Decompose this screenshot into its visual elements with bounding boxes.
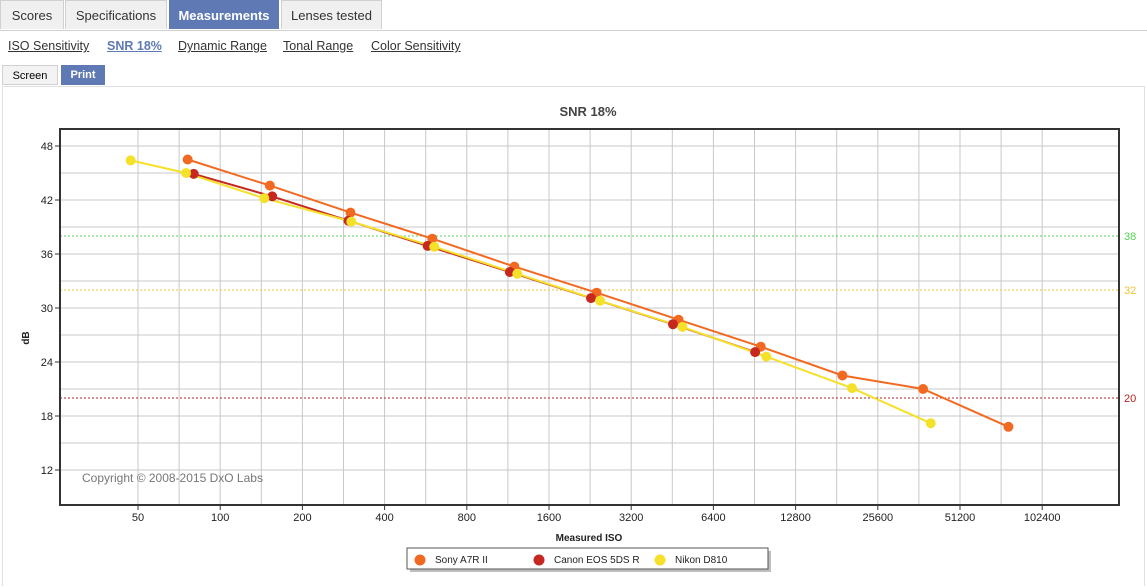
legend-marker xyxy=(414,554,426,566)
data-point xyxy=(429,241,440,252)
x-tick-label: 25600 xyxy=(863,512,894,524)
copyright-notice: Copyright © 2008-2015 DxO Labs xyxy=(82,471,263,485)
data-point xyxy=(188,168,199,179)
chart-title: SNR 18% xyxy=(559,104,617,119)
tab-scores[interactable]: Scores xyxy=(0,0,64,29)
data-point xyxy=(512,268,523,279)
data-point xyxy=(750,347,761,358)
y-tick-label: 42 xyxy=(41,195,53,207)
plot-frame xyxy=(59,128,1120,506)
data-point xyxy=(586,293,597,304)
data-point xyxy=(182,154,193,165)
x-tick-label: 200 xyxy=(293,512,311,524)
subnav-iso-sensitivity[interactable]: ISO Sensitivity xyxy=(8,39,90,53)
x-tick-label: 100 xyxy=(211,512,229,524)
data-point xyxy=(595,295,606,306)
chart-container xyxy=(2,86,1145,586)
y-tick-label: 12 xyxy=(41,465,53,477)
x-tick-label: 400 xyxy=(375,512,393,524)
x-tick-label: 6400 xyxy=(701,512,725,524)
tab-bar: Scores Specifications Measurements Lense… xyxy=(0,0,1147,31)
subnav-dynamic-range[interactable]: Dynamic Range xyxy=(178,39,267,53)
data-point xyxy=(667,319,678,330)
data-point xyxy=(847,383,858,394)
y-tick-label: 24 xyxy=(41,357,53,369)
data-point xyxy=(125,155,136,166)
reference-line-label: 20 xyxy=(1124,393,1136,405)
subnav-snr-18[interactable]: SNR 18% xyxy=(107,39,162,53)
x-tick-label: 51200 xyxy=(945,512,976,524)
data-point xyxy=(345,207,356,218)
legend-label: Canon EOS 5DS R xyxy=(554,555,640,566)
data-point xyxy=(677,321,688,332)
tab-specifications[interactable]: Specifications xyxy=(65,0,167,29)
x-tick-label: 3200 xyxy=(619,512,643,524)
data-point xyxy=(504,267,515,277)
subnav-color-sensitivity[interactable]: Color Sensitivity xyxy=(371,39,461,53)
tab-measurements[interactable]: Measurements xyxy=(169,0,279,29)
y-tick-label: 36 xyxy=(41,249,53,261)
measurement-subnav: ISO Sensitivity SNR 18% Dynamic Range To… xyxy=(0,30,1147,61)
data-point xyxy=(346,216,357,227)
data-point xyxy=(259,193,270,204)
x-tick-label: 1600 xyxy=(537,512,561,524)
screen-view-button[interactable]: Screen xyxy=(2,65,58,85)
subnav-tonal-range[interactable]: Tonal Range xyxy=(283,39,354,53)
data-point xyxy=(918,384,929,394)
y-axis-label: dB xyxy=(21,331,32,344)
x-tick-label: 800 xyxy=(458,512,476,524)
legend-label: Nikon D810 xyxy=(675,555,728,566)
data-point xyxy=(761,351,772,362)
y-tick-label: 48 xyxy=(41,141,53,153)
legend: Sony A7R II Canon EOS 5DS R Nikon D810 xyxy=(406,547,771,572)
data-point xyxy=(1003,421,1014,432)
data-point xyxy=(264,180,275,191)
y-tick-label: 30 xyxy=(41,303,53,315)
x-axis-label: Measured ISO xyxy=(556,533,623,544)
x-tick-label: 12800 xyxy=(780,512,811,524)
reference-line-label: 38 xyxy=(1124,231,1136,243)
x-tick-label: 102400 xyxy=(1024,512,1061,524)
legend-marker xyxy=(533,554,545,566)
reference-line-label: 32 xyxy=(1124,285,1136,297)
data-point xyxy=(925,418,936,429)
data-point xyxy=(267,191,278,202)
print-view-button[interactable]: Print xyxy=(61,65,105,85)
legend-label: Sony A7R II xyxy=(435,555,488,566)
data-point xyxy=(837,370,848,381)
tab-lenses-tested[interactable]: Lenses tested xyxy=(281,0,382,29)
data-point xyxy=(181,168,192,178)
y-tick-label: 18 xyxy=(41,411,53,423)
data-point xyxy=(427,233,438,244)
legend-marker xyxy=(654,554,666,566)
x-tick-label: 50 xyxy=(132,512,144,524)
